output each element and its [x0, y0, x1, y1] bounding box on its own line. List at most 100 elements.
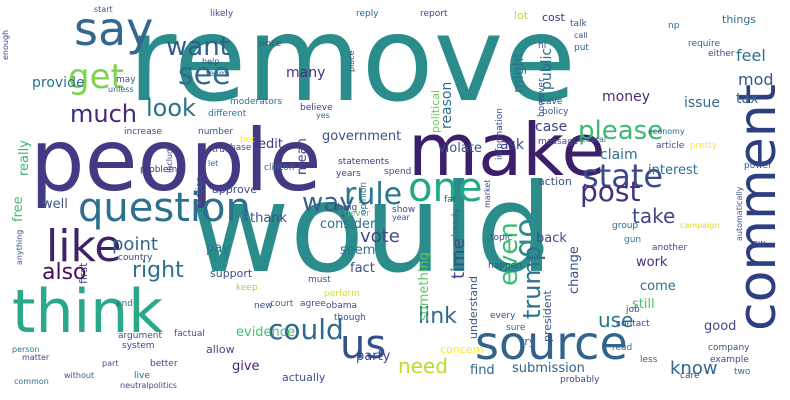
word-start: start [94, 5, 113, 14]
word-part: part [102, 359, 119, 368]
word-new: new [254, 301, 273, 311]
word-link: link [418, 304, 457, 329]
word-clinton: clinton [264, 163, 295, 173]
word-make: make [408, 108, 606, 192]
word-find: find [470, 363, 495, 378]
word-law: law [750, 239, 766, 249]
word-automatically: automatically [735, 186, 744, 241]
word-fact: fact [350, 261, 375, 276]
word-point: point [112, 234, 158, 255]
word-pretty: pretty [690, 141, 718, 151]
word-thing: thing [334, 203, 358, 213]
word-problem: problem [140, 165, 178, 175]
word-allow: allow [206, 343, 235, 356]
word-court: court [270, 299, 294, 309]
word-job: job [626, 305, 640, 315]
word-consider: consider [320, 217, 376, 232]
word-leave: leave [538, 97, 563, 107]
word-cost: cost [542, 11, 565, 24]
word-person: person [12, 345, 40, 354]
word-probably: probably [560, 375, 600, 385]
word-good: good [704, 319, 737, 334]
word-time: time [448, 238, 469, 279]
word-case: case [535, 119, 568, 135]
word-read: read [612, 343, 633, 353]
word-would: would [190, 158, 554, 300]
word-care: care [680, 371, 700, 381]
word-government: government [322, 129, 402, 144]
word-base: base [230, 143, 252, 153]
word-political: political [429, 89, 442, 133]
word-message: message [538, 137, 579, 147]
word-could: could [268, 313, 344, 346]
word-gun: gun [624, 235, 642, 245]
word-get: get [68, 57, 124, 97]
word-team: team [206, 69, 227, 78]
word-seem: seem [340, 243, 376, 258]
word-party: party [356, 349, 391, 364]
word-actually: actually [282, 371, 326, 384]
word-come: come [640, 279, 676, 294]
word-may: may [116, 75, 136, 85]
word-live: live [134, 371, 150, 381]
word-help: help [202, 57, 220, 66]
word-article: article [656, 141, 685, 151]
word-enough: enough [1, 29, 10, 60]
word-economy: economy [648, 127, 685, 136]
word-another: another [652, 243, 688, 253]
word-agree: agree [300, 299, 326, 309]
word-country: country [118, 253, 153, 263]
word-federal: federal [578, 135, 607, 144]
word-look: look [146, 94, 196, 122]
word-well: well [42, 197, 68, 212]
word-either: either [708, 49, 735, 59]
word-campaign: campaign [680, 221, 720, 230]
word-still: still [632, 297, 655, 312]
word-work: work [636, 255, 668, 270]
word-show: show [392, 205, 416, 215]
word-give: give [232, 359, 260, 374]
word-number: number [198, 127, 234, 137]
word-far: far [444, 195, 457, 205]
word-require: require [688, 39, 720, 49]
word-provide: provide [32, 75, 85, 91]
word-please: please [578, 116, 664, 146]
word-spend: spend [384, 167, 412, 177]
word-put: put [574, 43, 589, 53]
word-moderators: moderators [230, 97, 283, 107]
word-see: see [178, 57, 231, 92]
word-np: np [668, 21, 680, 31]
word-without: without [64, 371, 95, 380]
word-violate: violate [438, 141, 482, 156]
word-obama: obama [326, 301, 358, 311]
word-less: less [640, 355, 658, 365]
word-let: let [208, 159, 219, 168]
word-group: group [612, 221, 639, 231]
word-year: year [392, 213, 410, 222]
word-say: say [74, 2, 154, 56]
word-something: something [417, 252, 432, 321]
word-us: us [340, 322, 387, 368]
word-lot: lot [514, 9, 529, 22]
word-edit: edit [258, 137, 283, 152]
word-use: use [598, 308, 634, 332]
word-president: president [541, 290, 554, 342]
word-true: true [212, 145, 231, 155]
word-concern: concern [440, 343, 484, 356]
word-one: one [408, 165, 483, 211]
word-neutralpolitics: neutralpolitics [120, 381, 177, 390]
word-think: think [12, 277, 163, 347]
word-things: things [722, 13, 757, 26]
word-place: place [347, 50, 356, 72]
word-argument: argument [118, 331, 163, 341]
word-must: must [308, 275, 331, 285]
word-happen: happen [488, 261, 522, 271]
word-anything: anything [15, 229, 24, 265]
word-unless: unless [108, 85, 134, 94]
word-company: company [708, 343, 750, 353]
word-might: might [511, 52, 527, 93]
word-back: back [536, 231, 567, 246]
word-know: know [670, 358, 718, 379]
word-issue: issue [684, 95, 720, 111]
word-perform: perform [324, 289, 360, 299]
